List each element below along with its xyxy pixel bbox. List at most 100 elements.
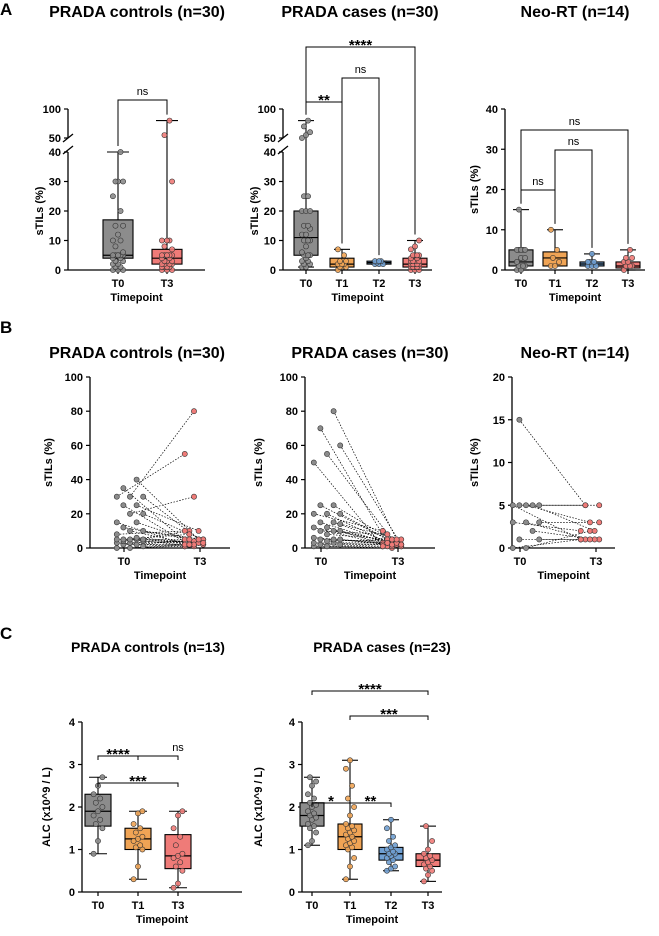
significance-bracket: ****: [97, 746, 139, 763]
significance-label: ns: [137, 86, 149, 98]
data-point-t0: [509, 545, 516, 551]
data-point: [137, 825, 144, 832]
x-axis-label: Timepoint: [331, 292, 384, 304]
data-point: [629, 255, 635, 261]
chart-title: Neo-RT (n=14): [521, 4, 630, 21]
data-point-t0: [127, 528, 133, 534]
y-tick-label: 20: [286, 509, 298, 521]
paired-line: [123, 527, 190, 540]
paired-lines: [509, 416, 603, 551]
data-point: [179, 867, 186, 874]
panel-letter-a: A: [0, 0, 12, 19]
data-point-t0: [330, 528, 337, 534]
data-point-t3: [577, 528, 584, 534]
data-point: [425, 846, 431, 853]
data-point: [343, 821, 349, 827]
paired-line: [313, 462, 384, 547]
x-axis-label: Timepoint: [537, 570, 590, 582]
y-tick-label: 40: [264, 147, 276, 159]
y-axis-label: sTILs (%): [43, 438, 55, 487]
y-tick-label: 10: [486, 225, 498, 237]
data-point-t0: [120, 524, 127, 531]
data-point: [343, 258, 349, 265]
y-tick-label: 0: [499, 543, 505, 555]
x-axis-label: Timepoint: [110, 292, 163, 304]
data-point: [349, 782, 355, 789]
data-point: [552, 263, 558, 269]
data-point-t0: [337, 442, 344, 449]
data-point: [169, 178, 175, 185]
x-tick-label: T0: [118, 556, 131, 568]
data-point: [307, 208, 313, 214]
paired-line: [142, 496, 204, 544]
data-point: [305, 842, 311, 849]
data-point-t0: [337, 510, 344, 517]
data-point: [311, 795, 317, 802]
data-point-t0: [133, 519, 140, 526]
data-point-t0: [140, 493, 147, 500]
data-point: [92, 821, 99, 827]
data-point: [305, 791, 311, 798]
significance-label: **: [318, 92, 330, 109]
data-point-t3: [591, 528, 598, 534]
bracket-line: [520, 129, 629, 244]
data-point: [90, 812, 97, 819]
data-point-t3: [181, 528, 188, 534]
paired-line: [116, 542, 185, 547]
y-tick-label: 0: [55, 265, 61, 277]
data-point: [516, 206, 522, 213]
significance-label: *: [328, 793, 334, 810]
y-tick-label: 1: [289, 845, 295, 857]
data-point: [177, 833, 184, 840]
data-point: [299, 258, 305, 265]
box-t2: [378, 816, 404, 874]
y-tick-label: 10: [493, 458, 505, 470]
y-axis-label: sTILs (%): [469, 438, 481, 487]
significance-label: ns: [355, 64, 367, 76]
data-point-t3: [393, 536, 400, 543]
y-tick-label: 5: [499, 500, 505, 512]
data-point: [99, 774, 106, 781]
data-point: [591, 259, 597, 265]
paired-line: [116, 545, 185, 549]
paired-line: [320, 530, 388, 535]
data-point-t0: [324, 451, 330, 457]
data-point-t0: [523, 502, 529, 509]
data-point-t3: [582, 502, 589, 509]
data-point: [313, 778, 319, 785]
data-point: [115, 231, 121, 238]
y-tick-label: 0: [292, 543, 298, 555]
y-tick-label: 40: [486, 104, 498, 116]
data-point-t0: [516, 536, 523, 543]
data-point-t3: [186, 531, 193, 538]
data-point: [412, 243, 418, 250]
chart-title: PRADA controls (n=30): [49, 345, 225, 362]
data-point-t0: [516, 502, 523, 509]
paired-line: [123, 530, 190, 542]
y-tick-label: 10: [264, 236, 276, 248]
x-tick-label: T2: [586, 278, 599, 290]
data-point-t0: [310, 534, 317, 541]
y-axis-label: ALC (x10^9 / L): [253, 767, 265, 847]
x-tick-label: T1: [344, 900, 357, 912]
data-point: [303, 243, 309, 250]
data-point: [311, 823, 317, 830]
data-point: [117, 149, 124, 155]
y-tick-label: 10: [49, 236, 61, 248]
data-point: [425, 872, 431, 878]
x-tick-label: T0: [92, 900, 105, 912]
y-tick-label: 4: [69, 717, 76, 729]
y-tick-label: 40: [71, 475, 83, 487]
box-t0: [102, 149, 134, 273]
paired-line: [320, 504, 388, 540]
paired-line: [320, 522, 388, 544]
paired-line: [512, 539, 581, 549]
data-point: [548, 226, 554, 233]
significance-bracket: ns: [520, 116, 629, 244]
box-t2: [366, 258, 392, 267]
data-point: [112, 178, 119, 185]
box-t2: [579, 250, 605, 269]
data-point-t0: [330, 519, 337, 526]
data-point: [305, 252, 311, 259]
